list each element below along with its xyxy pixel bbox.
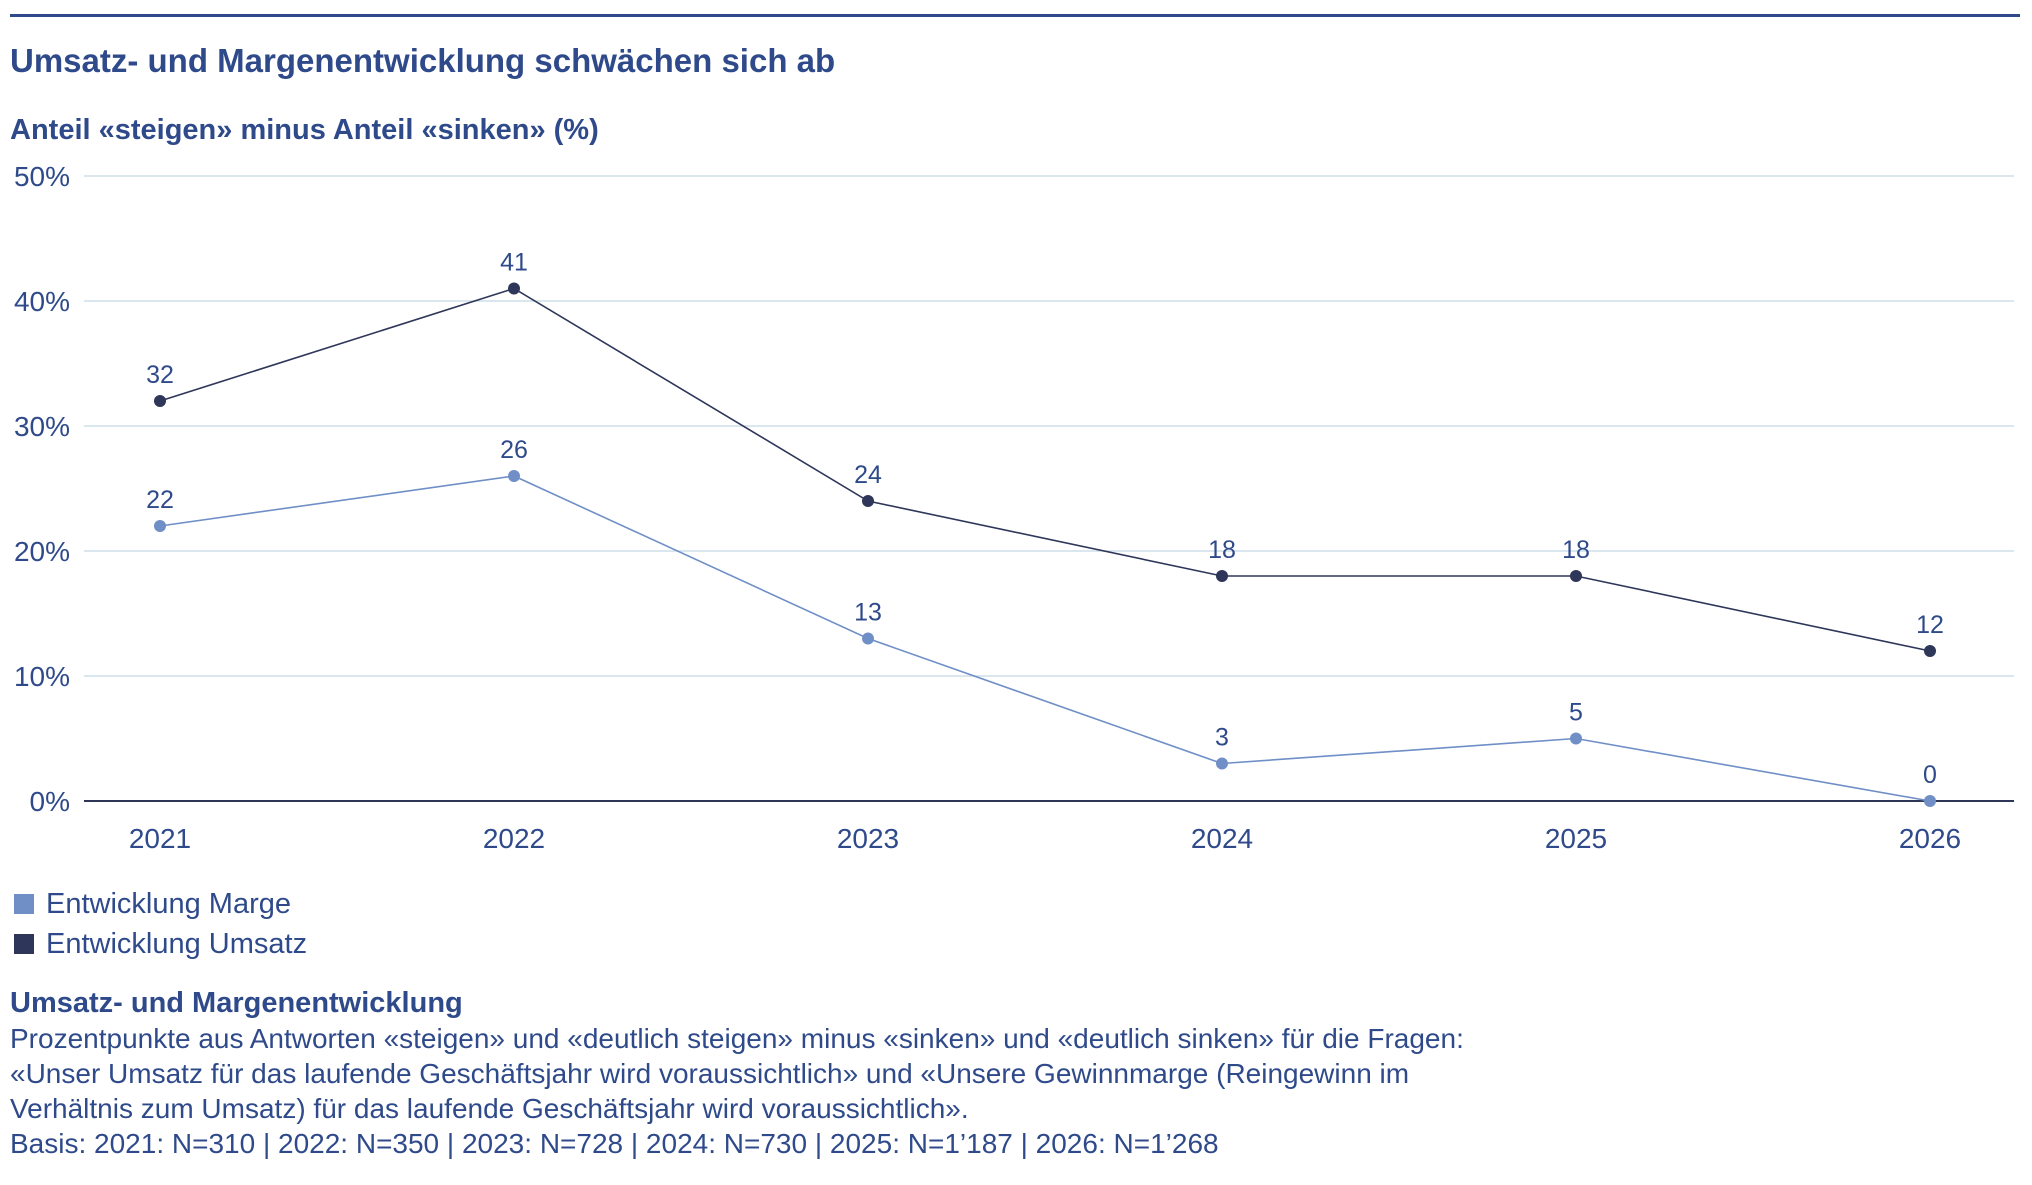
top-rule <box>10 14 2020 17</box>
y-tick-label: 50% <box>14 161 70 192</box>
data-point <box>1924 645 1936 657</box>
x-tick-label: 2023 <box>837 823 899 850</box>
data-label: 13 <box>854 599 882 627</box>
data-labels: 22 26 13 3 5 0 32 41 24 18 18 12 <box>146 249 1944 790</box>
series-lines <box>154 282 1936 807</box>
legend-label-umsatz: Entwicklung Umsatz <box>46 927 308 960</box>
x-tick-label: 2025 <box>1545 823 1607 850</box>
data-label: 24 <box>854 461 882 489</box>
data-point <box>154 395 166 407</box>
y-tick-label: 20% <box>14 536 70 567</box>
legend-label-marge: Entwicklung Marge <box>46 887 291 920</box>
data-label: 32 <box>146 361 174 389</box>
data-label: 18 <box>1562 536 1590 564</box>
x-tick-label: 2022 <box>483 823 545 850</box>
y-axis-ticks: 0% 10% 20% 30% 40% 50% <box>14 161 70 817</box>
methodology-note: Umsatz- und Margenentwicklung Prozentpun… <box>10 986 2010 1161</box>
x-tick-label: 2024 <box>1191 823 1253 850</box>
legend-swatch-marge <box>14 894 34 914</box>
data-label: 18 <box>1208 536 1236 564</box>
y-tick-label: 40% <box>14 286 70 317</box>
series-line <box>159 475 1931 802</box>
data-label: 12 <box>1916 611 1944 639</box>
data-point <box>1570 570 1582 582</box>
chart-title: Umsatz- und Margenentwicklung schwächen … <box>10 42 836 79</box>
legend-item-umsatz: Entwicklung Umsatz <box>14 924 307 964</box>
data-point <box>862 632 874 645</box>
x-axis-ticks: 2021 2022 2023 2024 2025 2026 <box>129 823 1961 850</box>
data-label: 26 <box>500 436 528 464</box>
series-line <box>159 287 1931 652</box>
legend-swatch-umsatz <box>14 934 34 954</box>
data-point <box>1216 570 1228 582</box>
chart-subtitle: Anteil «steigen» minus Anteil «sinken» (… <box>10 114 599 146</box>
legend-item-marge: Entwicklung Marge <box>14 884 307 924</box>
data-point <box>1924 795 1936 807</box>
data-point <box>1570 732 1582 745</box>
data-label: 5 <box>1569 699 1583 727</box>
data-label: 41 <box>500 249 528 277</box>
x-tick-label: 2021 <box>129 823 191 850</box>
x-tick-label: 2026 <box>1899 823 1961 850</box>
y-tick-label: 30% <box>14 411 70 442</box>
gridlines <box>84 175 2014 802</box>
note-body: Prozentpunkte aus Antworten «steigen» un… <box>10 1023 1464 1159</box>
data-point <box>1216 757 1228 770</box>
data-label: 3 <box>1215 724 1229 752</box>
y-tick-label: 10% <box>14 661 70 692</box>
data-point <box>862 495 874 507</box>
data-label: 22 <box>146 486 174 514</box>
data-label: 0 <box>1923 761 1937 789</box>
y-tick-label: 0% <box>30 786 70 817</box>
note-title: Umsatz- und Margenentwicklung <box>10 987 463 1019</box>
data-point <box>508 282 520 295</box>
data-point <box>508 470 520 482</box>
line-chart: 0%10%20%30%40%50% 2021 2022 2023 2024 2025 20… <box>14 161 2014 850</box>
data-point <box>154 520 166 532</box>
legend: Entwicklung Marge Entwicklung Umsatz <box>14 884 307 964</box>
